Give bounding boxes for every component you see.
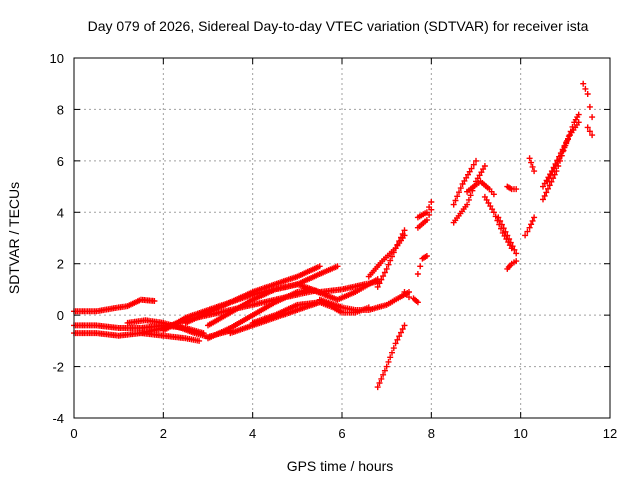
series-track-19 (414, 199, 435, 221)
chart-title: Day 079 of 2026, Sidereal Day-to-day VTE… (88, 18, 589, 34)
data-point-markers (316, 289, 412, 313)
x-tick-label: 2 (160, 426, 167, 441)
data-point-markers (71, 296, 158, 315)
data-point-markers (374, 322, 408, 391)
series-track-25 (495, 214, 520, 257)
data-point-markers (414, 206, 435, 231)
data-point-markers (365, 232, 408, 280)
series-track-28 (522, 214, 538, 239)
series-track-20 (414, 206, 435, 231)
grid-lines (74, 58, 610, 418)
series-track-18 (414, 253, 430, 277)
series-track-26 (504, 183, 520, 193)
series-track-03 (71, 330, 203, 344)
data-point-markers (414, 199, 435, 221)
series-track-33 (580, 80, 596, 121)
data-point-markers (410, 295, 421, 306)
data-point-markers (450, 157, 479, 208)
data-point-markers (526, 155, 538, 175)
data-point-markers (401, 289, 412, 301)
series-track-09 (205, 278, 381, 329)
y-tick-label: 8 (57, 102, 64, 117)
y-tick-label: -2 (52, 360, 64, 375)
data-point-markers (584, 124, 596, 139)
x-tick-label: 4 (249, 426, 256, 441)
data-point-markers (504, 258, 520, 272)
series-track-16 (401, 289, 412, 301)
series-track-22 (450, 157, 479, 208)
data-point-markers (71, 330, 203, 344)
y-tick-label: 4 (57, 205, 64, 220)
data-points (71, 80, 596, 391)
x-tick-label: 6 (338, 426, 345, 441)
series-track-12 (316, 289, 412, 313)
data-point-markers (580, 80, 596, 121)
x-tick-label: 0 (70, 426, 77, 441)
x-tick-label: 10 (513, 426, 527, 441)
data-point-markers (464, 178, 497, 198)
series-track-29 (526, 155, 538, 175)
data-point-markers (504, 183, 520, 193)
data-point-markers (522, 214, 538, 239)
data-point-markers (495, 214, 520, 257)
series-track-23 (464, 178, 497, 198)
y-tick-label: 0 (57, 308, 64, 323)
x-tick-label: 12 (603, 426, 617, 441)
data-point-markers (414, 253, 430, 277)
data-point-markers (544, 119, 582, 185)
y-tick-label: 6 (57, 154, 64, 169)
series-track-15 (374, 322, 408, 391)
y-tick-label: -4 (52, 411, 64, 426)
y-tick-label: 2 (57, 257, 64, 272)
series-track-01 (71, 296, 158, 315)
series-track-32 (544, 119, 582, 185)
series-track-17 (410, 295, 421, 306)
series-track-34 (584, 124, 596, 139)
y-tick-label: 10 (50, 51, 64, 66)
x-tick-label: 8 (428, 426, 435, 441)
series-track-14 (365, 232, 408, 280)
y-axis-label: SDTVAR / TECUs (6, 182, 22, 294)
series-track-27 (504, 258, 520, 272)
axis-ticks: 0 2 4 6 8 10 12 -4 -2 0 2 4 6 8 10 (50, 51, 618, 441)
x-axis-label: GPS time / hours (287, 458, 394, 474)
data-point-markers (205, 278, 381, 329)
